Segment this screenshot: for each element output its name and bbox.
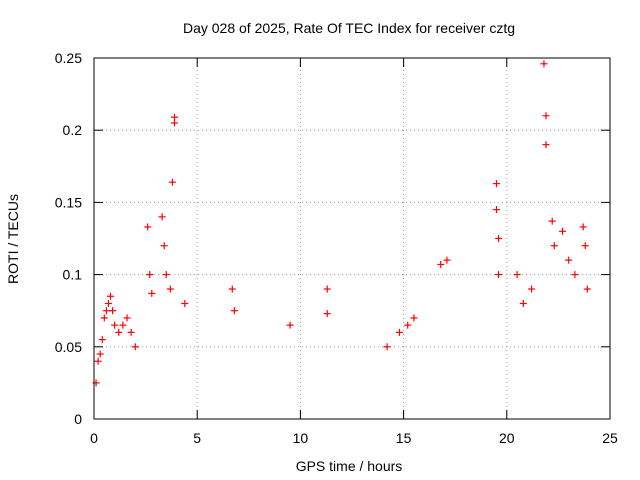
roti-point [166, 285, 174, 293]
roti-point [571, 271, 579, 279]
x-axis-ticks: 0 5 10 15 20 25 [90, 58, 618, 446]
roti-point [230, 307, 238, 315]
roti-point [148, 289, 156, 297]
y-axis-ticks: 0 0.05 0.1 0.15 0.2 0.25 [55, 50, 610, 427]
roti-point [109, 307, 117, 315]
x-tick-label: 20 [499, 430, 515, 446]
roti-point [579, 223, 587, 231]
roti-point [383, 343, 391, 351]
roti-point [98, 336, 106, 344]
x-tick-label: 25 [602, 430, 618, 446]
roti-point [131, 343, 139, 351]
roti-point [540, 60, 548, 68]
roti-point [559, 227, 567, 235]
roti-point [404, 321, 412, 329]
data-points [92, 60, 591, 387]
x-axis-label: GPS time / hours [296, 458, 403, 474]
roti-point [513, 271, 521, 279]
roti-point [158, 213, 166, 221]
roti-point [492, 206, 500, 214]
roti-point [144, 223, 152, 231]
roti-point [437, 260, 445, 268]
y-tick-label: 0.25 [55, 50, 82, 66]
roti-point [550, 242, 558, 250]
grid-lines [94, 58, 610, 419]
x-tick-label: 0 [90, 430, 98, 446]
roti-point [323, 285, 331, 293]
roti-point [96, 350, 104, 358]
roti-point [495, 235, 503, 242]
y-tick-label: 0.05 [55, 339, 82, 355]
x-tick-label: 15 [396, 430, 412, 446]
roti-point [492, 180, 500, 188]
chart-title: Day 028 of 2025, Rate Of TEC Index for r… [183, 20, 515, 36]
roti-point [228, 285, 236, 293]
roti-point [160, 242, 168, 250]
y-tick-label: 0 [74, 411, 82, 427]
roti-point [168, 178, 176, 186]
roti-point [170, 119, 178, 127]
roti-point [111, 321, 119, 329]
roti-point [123, 314, 131, 322]
roti-point [565, 256, 573, 264]
y-tick-label: 0.2 [63, 122, 83, 138]
roti-point [102, 307, 110, 315]
roti-point [542, 112, 550, 120]
roti-point [107, 292, 115, 300]
roti-point [100, 314, 108, 322]
roti-point [581, 242, 589, 250]
roti-point [146, 271, 154, 279]
roti-point [395, 328, 403, 336]
y-tick-label: 0.1 [63, 267, 83, 283]
x-tick-label: 10 [293, 430, 309, 446]
y-tick-label: 0.15 [55, 194, 82, 210]
roti-point [181, 299, 189, 307]
roti-point [115, 328, 123, 336]
roti-point [286, 321, 294, 329]
roti-point [443, 256, 451, 264]
roti-point [583, 285, 591, 293]
roti-point [528, 285, 536, 293]
roti-point [162, 271, 170, 279]
roti-point [104, 299, 112, 307]
roti-point [119, 321, 127, 329]
roti-point [410, 314, 418, 322]
roti-point [548, 217, 556, 225]
plot-frame [93, 57, 611, 420]
roti-point [323, 310, 331, 318]
roti-point [127, 328, 135, 336]
roti-point [495, 271, 503, 279]
roti-point [94, 357, 102, 365]
y-axis-label: ROTI / TECUs [5, 194, 21, 284]
x-tick-label: 5 [193, 430, 201, 446]
roti-point [542, 141, 550, 149]
roti-point [519, 299, 527, 307]
